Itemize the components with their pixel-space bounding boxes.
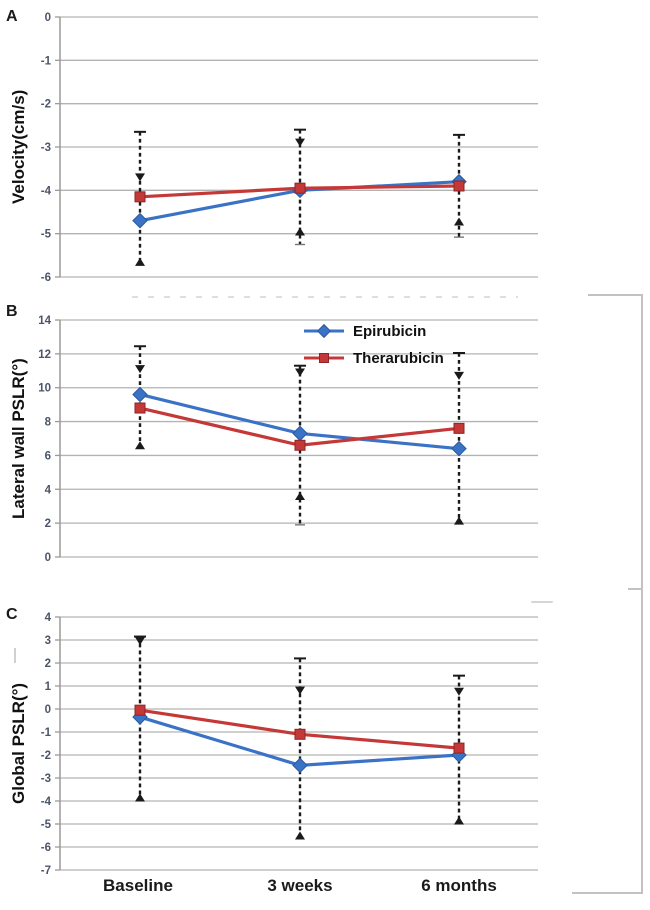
y-tick-label: 14 [38, 315, 51, 327]
error-bar-down-triangle [295, 368, 305, 377]
error-bar-up-triangle [295, 831, 305, 840]
legend-item-therarubicin: Therarubicin [302, 347, 444, 369]
y-tick-label: -2 [41, 99, 51, 111]
error-bar-up-triangle [454, 816, 464, 825]
error-bar-up-triangle [135, 257, 145, 266]
legend-label-therarubicin: Therarubicin [353, 349, 444, 367]
y-tick-label: -1 [41, 727, 52, 739]
epirubicin-marker [132, 386, 148, 403]
y-tick-label: -6 [41, 272, 51, 284]
epirubicin-line-marker-icon [304, 323, 344, 339]
legend-label-epirubicin: Epirubicin [353, 322, 427, 340]
y-tick-label: 6 [45, 450, 51, 462]
y-tick-label: 0 [45, 552, 51, 564]
y-tick-label: 2 [45, 518, 51, 530]
therarubicin-marker [134, 704, 146, 716]
y-tick-label: -6 [41, 842, 51, 854]
error-bar-down-triangle [135, 637, 145, 646]
therarubicin-marker [134, 402, 146, 414]
therarubicin-marker [134, 191, 146, 203]
panel-B-group: 14 12 10 8 6 4 2 0 [38, 315, 538, 564]
epirubicin-marker [292, 425, 308, 442]
x-tick-baseline: Baseline [103, 876, 173, 895]
y-tick-label: -4 [41, 185, 52, 197]
y-tick-label: 10 [38, 383, 51, 395]
error-bar-down-triangle [135, 365, 145, 374]
panel-a-y-axis-title: Velocity(cm/s) [9, 89, 28, 205]
y-tick-label: 0 [45, 704, 51, 716]
panel-c-y-axis-title: Global PSLR(°) [9, 682, 28, 805]
right-brackets [572, 294, 643, 894]
y-tick-label: -7 [41, 865, 51, 877]
compression-artifact-dash [531, 601, 553, 603]
therarubicin-marker [294, 439, 306, 451]
compression-artifact-tick [14, 648, 16, 663]
x-tick-3-weeks: 3 weeks [267, 876, 333, 895]
error-bar-up-triangle [454, 516, 464, 525]
x-tick-6-months: 6 months [421, 876, 497, 895]
panel-C-group: 4 3 2 1 0 -1 -2 -3 -4 -5 -6 -7 [41, 612, 538, 877]
y-tick-label: 2 [45, 658, 51, 670]
error-bar-up-triangle [295, 492, 305, 501]
y-tick-label: -4 [41, 796, 52, 808]
error-bar-up-triangle [135, 441, 145, 450]
y-tick-label: 4 [45, 612, 52, 624]
therarubicin-line-marker-icon [304, 353, 344, 363]
error-bar-down-triangle [454, 371, 464, 380]
error-bar-down-triangle [295, 138, 305, 147]
therarubicin-marker [453, 180, 465, 192]
error-bar-up-triangle [295, 227, 305, 236]
epirubicin-marker [132, 212, 148, 229]
therarubicin-marker [453, 742, 465, 754]
epirubicin-marker [292, 757, 308, 774]
panel-c-label: C [6, 606, 18, 623]
y-tick-label: 12 [38, 349, 51, 361]
therarubicin-marker [294, 728, 306, 740]
y-tick-label: -3 [41, 142, 51, 154]
legend-diamond-marker [316, 323, 332, 339]
therarubicin-marker [294, 182, 306, 194]
y-tick-label: 0 [45, 12, 51, 24]
panel-b-label: B [6, 303, 18, 320]
panel-b-y-axis-title: Lateral wall PSLR(°) [9, 358, 28, 519]
legend-item-epirubicin: Epirubicin [302, 320, 444, 342]
y-tick-label: 8 [45, 417, 52, 429]
therarubicin-marker [453, 422, 465, 434]
error-bar-up-triangle [454, 217, 464, 226]
error-bar-down-triangle [454, 687, 464, 696]
y-tick-label: 1 [45, 681, 52, 693]
panel-a-label: A [6, 8, 18, 25]
compression-artifact-row [132, 296, 518, 298]
error-bar-down-triangle [295, 686, 305, 695]
y-tick-label: -1 [41, 55, 52, 67]
y-tick-label: 4 [45, 484, 52, 496]
panel-A-group: 0 -1 -2 -3 -4 -5 -6 [41, 12, 538, 284]
y-tick-label: -5 [41, 819, 52, 831]
error-bar-up-triangle [135, 793, 145, 802]
y-tick-label: 3 [45, 635, 51, 647]
y-tick-label: -5 [41, 229, 52, 241]
legend: Epirubicin Therarubicin [302, 320, 444, 369]
legend-square-marker [319, 353, 329, 363]
error-bar-down-triangle [135, 173, 145, 182]
y-tick-label: -2 [41, 750, 51, 762]
y-tick-label: -3 [41, 773, 51, 785]
epirubicin-marker [451, 440, 467, 457]
